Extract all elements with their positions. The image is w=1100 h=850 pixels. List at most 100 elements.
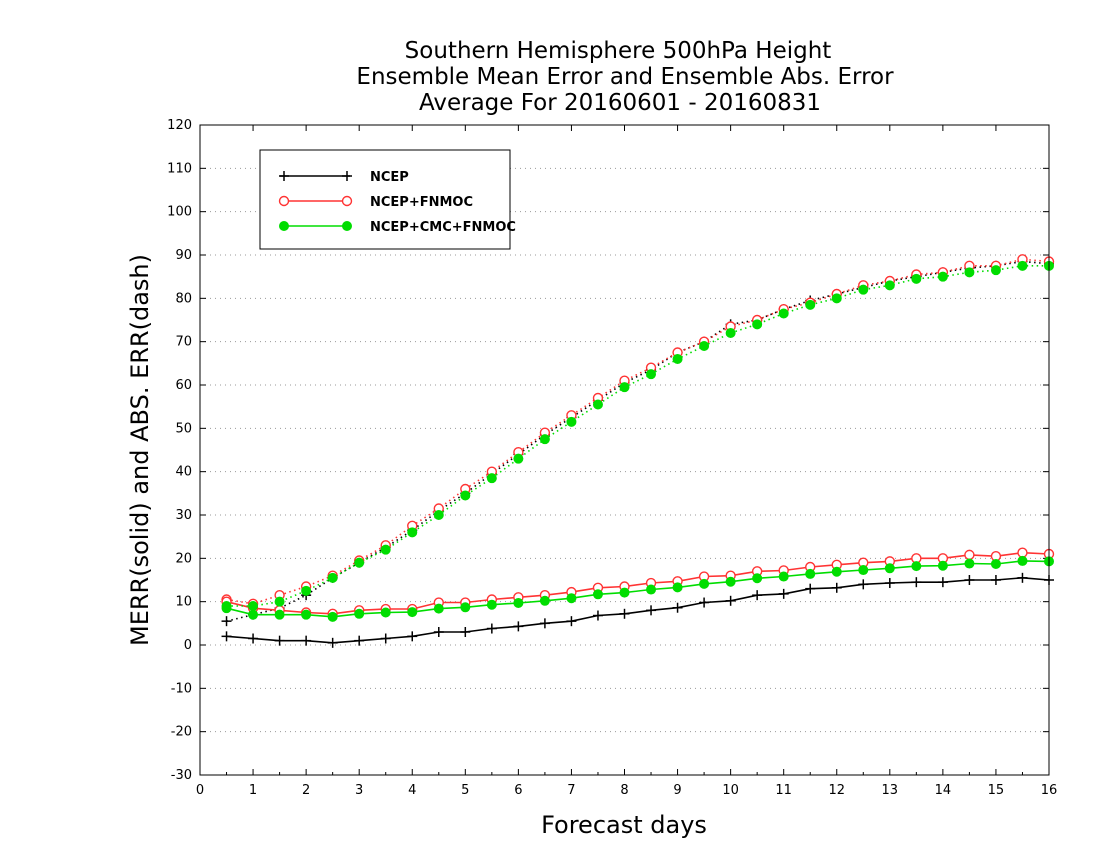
merr-point (858, 579, 869, 590)
merr-point (221, 631, 232, 642)
series-ncep-cmc-fnmoc (221, 260, 1054, 622)
merr-point (937, 577, 948, 588)
abs-err-point (831, 293, 842, 304)
merr-point (354, 635, 365, 646)
merr-point (884, 578, 895, 589)
merr-point (778, 588, 789, 599)
plot-frame (199, 124, 1050, 776)
merr-point (566, 616, 577, 627)
merr-point (911, 577, 922, 588)
x-tick-label: 8 (620, 783, 628, 798)
merr-point (592, 589, 603, 600)
merr-point (407, 631, 418, 642)
legend-items: NCEP NCEP+FNMOC NCEP+CMC+FNMOC (278, 170, 516, 235)
merr-point (937, 560, 948, 571)
chart-title: Southern Hemisphere 500hPa Height Ensemb… (356, 38, 894, 116)
abs-err-point (884, 280, 895, 291)
legend-marker-right (342, 171, 352, 181)
merr-point (566, 593, 577, 604)
legend-marker-left (279, 221, 289, 231)
x-tick-label: 1 (249, 783, 257, 798)
legend-marker-left (279, 171, 289, 181)
merr-point (699, 597, 710, 608)
abs-err-point (646, 369, 657, 380)
x-tick-label: 0 (196, 783, 204, 798)
merr-point (646, 605, 657, 616)
x-axis-label: Forecast days (541, 811, 707, 839)
title-line-3: Average For 20160601 - 20160831 (419, 90, 821, 116)
abs-err-point (1017, 260, 1028, 271)
merr-point (433, 627, 444, 637)
abs-err-line-ncep-fnmoc (226, 258, 1050, 605)
abs-err-point (805, 299, 816, 310)
abs-err-point (911, 273, 922, 284)
merr-point (221, 603, 232, 614)
merr-point (539, 618, 550, 629)
abs-err-point (778, 308, 789, 319)
x-tick-label: 10 (722, 783, 739, 798)
x-tick-label: 7 (567, 783, 575, 798)
y-tick-label: 70 (175, 335, 192, 350)
y-tick-label: -20 (171, 725, 192, 740)
merr-point (672, 582, 683, 593)
merr-point (380, 633, 391, 644)
merr-point (513, 597, 524, 608)
merr-point (725, 595, 736, 606)
x-tick-label: 15 (988, 783, 1005, 798)
x-tick-label: 3 (355, 783, 363, 798)
y-tick-label: 20 (175, 551, 192, 566)
abs-err-point (566, 416, 577, 427)
abs-err-point (937, 271, 948, 282)
merr-point (354, 608, 365, 619)
merr-point (964, 549, 975, 561)
abs-err-point (221, 616, 232, 627)
merr-point (1017, 572, 1028, 583)
abs-err-point (407, 527, 418, 538)
legend-item-ncep-fnmoc: NCEP+FNMOC (278, 195, 473, 210)
abs-err-point (858, 284, 869, 295)
legend-label: NCEP+FNMOC (370, 195, 473, 210)
series-ncep-fnmoc (221, 254, 1055, 619)
merr-point (752, 590, 763, 601)
merr-point (301, 635, 312, 646)
abs-err-point (274, 596, 285, 607)
legend-marker-right (341, 195, 353, 207)
merr-point (248, 633, 259, 644)
abs-err-point (672, 354, 683, 364)
abs-err-point (460, 490, 471, 501)
y-tick-label: -10 (171, 681, 192, 696)
merr-point (433, 603, 444, 614)
x-tick-label: 12 (828, 783, 845, 798)
merr-point (1017, 555, 1028, 566)
abs-err-point (990, 265, 1001, 276)
abs-err-point (433, 510, 444, 520)
legend-box (259, 149, 511, 250)
abs-err-line-ncep (226, 260, 1050, 622)
y-tick-label: 0 (184, 638, 192, 653)
y-tick-label: 110 (167, 161, 192, 176)
merr-point (699, 578, 710, 589)
y-tick-label: 50 (175, 421, 192, 436)
merr-point (1017, 547, 1028, 558)
merr-point (831, 582, 842, 593)
abs-err-line-ncep-cmc-fnmoc (226, 264, 1049, 607)
merr-point (274, 635, 285, 646)
y-tick-label: 80 (175, 291, 192, 306)
merr-point (460, 602, 471, 613)
merr-point (672, 602, 683, 613)
abs-err-point (752, 319, 763, 330)
x-tick-label: 6 (514, 783, 522, 798)
y-tick-label: 30 (175, 508, 192, 523)
merr-point (831, 566, 842, 577)
series-group (221, 254, 1055, 648)
abs-err-point (619, 382, 630, 393)
x-tick-label: 2 (302, 783, 310, 798)
merr-point (990, 575, 1001, 585)
merr-point (327, 611, 338, 622)
legend-marker-left (278, 195, 290, 207)
abs-err-point (486, 473, 497, 484)
abs-err-point (699, 341, 710, 351)
abs-err-point (380, 544, 391, 555)
y-tick-label: 40 (175, 465, 192, 480)
